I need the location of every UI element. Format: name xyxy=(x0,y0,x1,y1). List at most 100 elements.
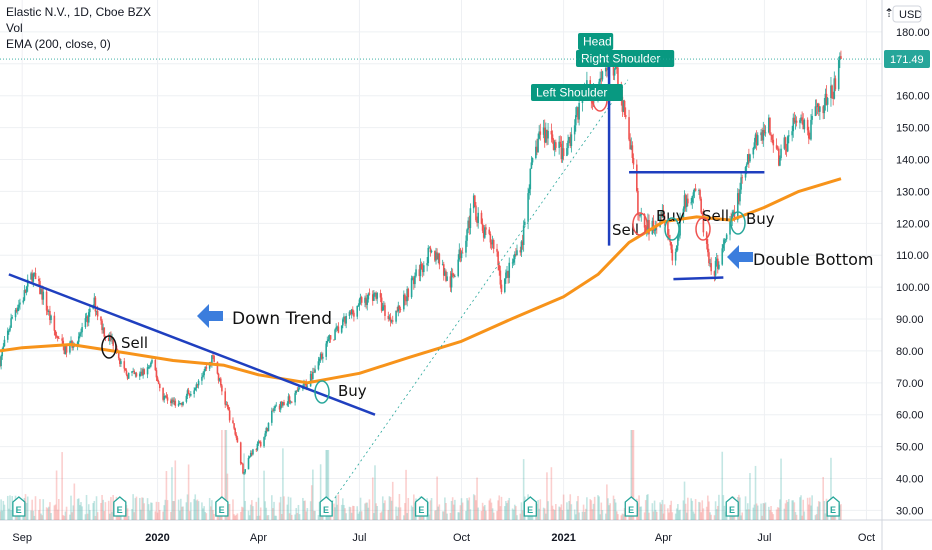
candle-body xyxy=(516,250,518,256)
candle-body xyxy=(87,312,90,323)
time-axis[interactable]: Sep 2020 Apr Jul Oct 2021 Apr Jul Oct xyxy=(12,532,875,544)
volume-bar xyxy=(561,510,564,520)
volume-bar xyxy=(511,508,514,520)
candle-body xyxy=(500,284,503,293)
volume-bar xyxy=(825,498,828,520)
volume-bar xyxy=(684,503,687,520)
volume-bar xyxy=(638,495,640,520)
candle-body xyxy=(450,273,453,288)
price-axis[interactable]: 30.00 40.00 50.00 60.00 70.00 80.00 90.00 100.0… xyxy=(884,5,930,517)
volume-bar xyxy=(438,504,441,520)
candle-body xyxy=(428,247,431,249)
candle-body xyxy=(194,388,197,391)
volume-bar xyxy=(342,498,344,520)
candle-body xyxy=(232,420,234,424)
volume-bar xyxy=(195,500,198,520)
volume-legend[interactable]: Vol xyxy=(6,21,23,35)
volume-bar xyxy=(606,484,608,520)
volume-bar xyxy=(190,502,192,520)
candle-body xyxy=(519,250,522,253)
candle-body xyxy=(306,386,309,388)
volume-bar xyxy=(319,464,322,520)
volume-bar xyxy=(1,510,4,520)
volume-bar xyxy=(213,514,215,520)
volume-bar xyxy=(297,504,300,520)
candle-body xyxy=(788,135,790,137)
volume-bar xyxy=(156,512,159,520)
candle-body xyxy=(837,59,840,90)
volume-bar xyxy=(538,508,540,520)
volume-bar xyxy=(623,508,626,520)
ema-legend[interactable]: EMA (200, close, 0) xyxy=(6,37,111,51)
symbol-title[interactable]: Elastic N.V., 1D, Cboe BZX xyxy=(6,5,151,19)
candle-body xyxy=(667,222,669,236)
candle-body xyxy=(94,297,97,312)
volume-bar xyxy=(32,510,35,520)
candle-body xyxy=(691,195,694,203)
time-tick-label: Jul xyxy=(757,532,771,544)
candle-body xyxy=(135,373,138,377)
volume-bar xyxy=(738,494,740,520)
volume-bar xyxy=(344,508,346,520)
volume-bar xyxy=(65,506,68,520)
volume-bar xyxy=(49,502,51,520)
volume-bar xyxy=(163,505,165,520)
candle-body xyxy=(56,336,59,339)
volume-bar xyxy=(755,503,758,520)
candle-body xyxy=(279,401,282,410)
volume-bar xyxy=(713,515,716,520)
volume-bar xyxy=(795,514,798,520)
candle-body xyxy=(236,437,239,443)
volume-bar xyxy=(740,515,742,520)
volume-bar xyxy=(620,515,623,520)
candle-body xyxy=(151,359,153,363)
candle-body xyxy=(312,371,314,380)
candle-body xyxy=(717,258,719,269)
time-tick-label: Apr xyxy=(655,532,672,544)
volume-bar xyxy=(582,504,585,520)
volume-bar xyxy=(380,511,383,520)
right-shoulder-tag: Right Shoulder xyxy=(576,50,675,67)
candle-body xyxy=(508,262,511,278)
volume-bar xyxy=(545,513,547,520)
volume-bar xyxy=(678,510,680,520)
candle-body xyxy=(150,362,152,367)
candle-body xyxy=(604,68,607,72)
candle-body xyxy=(202,375,204,377)
candle-body xyxy=(803,119,806,130)
volume-bar xyxy=(543,508,546,520)
candle-body xyxy=(823,105,826,114)
volume-bar xyxy=(79,505,81,520)
candle-body xyxy=(288,396,291,403)
volume-bar xyxy=(698,501,700,520)
volume-bar xyxy=(104,502,107,520)
volume-bar xyxy=(776,507,779,520)
volume-bar xyxy=(700,512,702,520)
candle-body xyxy=(2,346,5,351)
volume-bar xyxy=(677,504,679,520)
volume-bar xyxy=(26,496,29,520)
volume-bar xyxy=(194,494,197,520)
volume-bar xyxy=(667,508,669,520)
volume-bar xyxy=(225,430,228,520)
candle-body xyxy=(193,390,195,395)
volume-bar xyxy=(193,499,195,520)
volume-bar xyxy=(93,500,96,520)
volume-bar xyxy=(375,503,377,520)
candle-body xyxy=(360,297,363,303)
candle-body xyxy=(435,252,437,261)
candle-body xyxy=(457,259,459,277)
candle-body xyxy=(449,276,452,288)
candle-body xyxy=(661,210,664,218)
candle-body xyxy=(273,408,275,412)
volume-bar xyxy=(53,505,56,520)
candle-body xyxy=(396,310,398,312)
candle-body xyxy=(14,309,17,318)
volume-bar xyxy=(741,512,744,520)
candle-body xyxy=(537,138,539,152)
volume-bar xyxy=(273,501,275,520)
candle-body xyxy=(278,405,281,410)
candle-body xyxy=(721,248,724,265)
earnings-marker: E xyxy=(215,496,229,517)
